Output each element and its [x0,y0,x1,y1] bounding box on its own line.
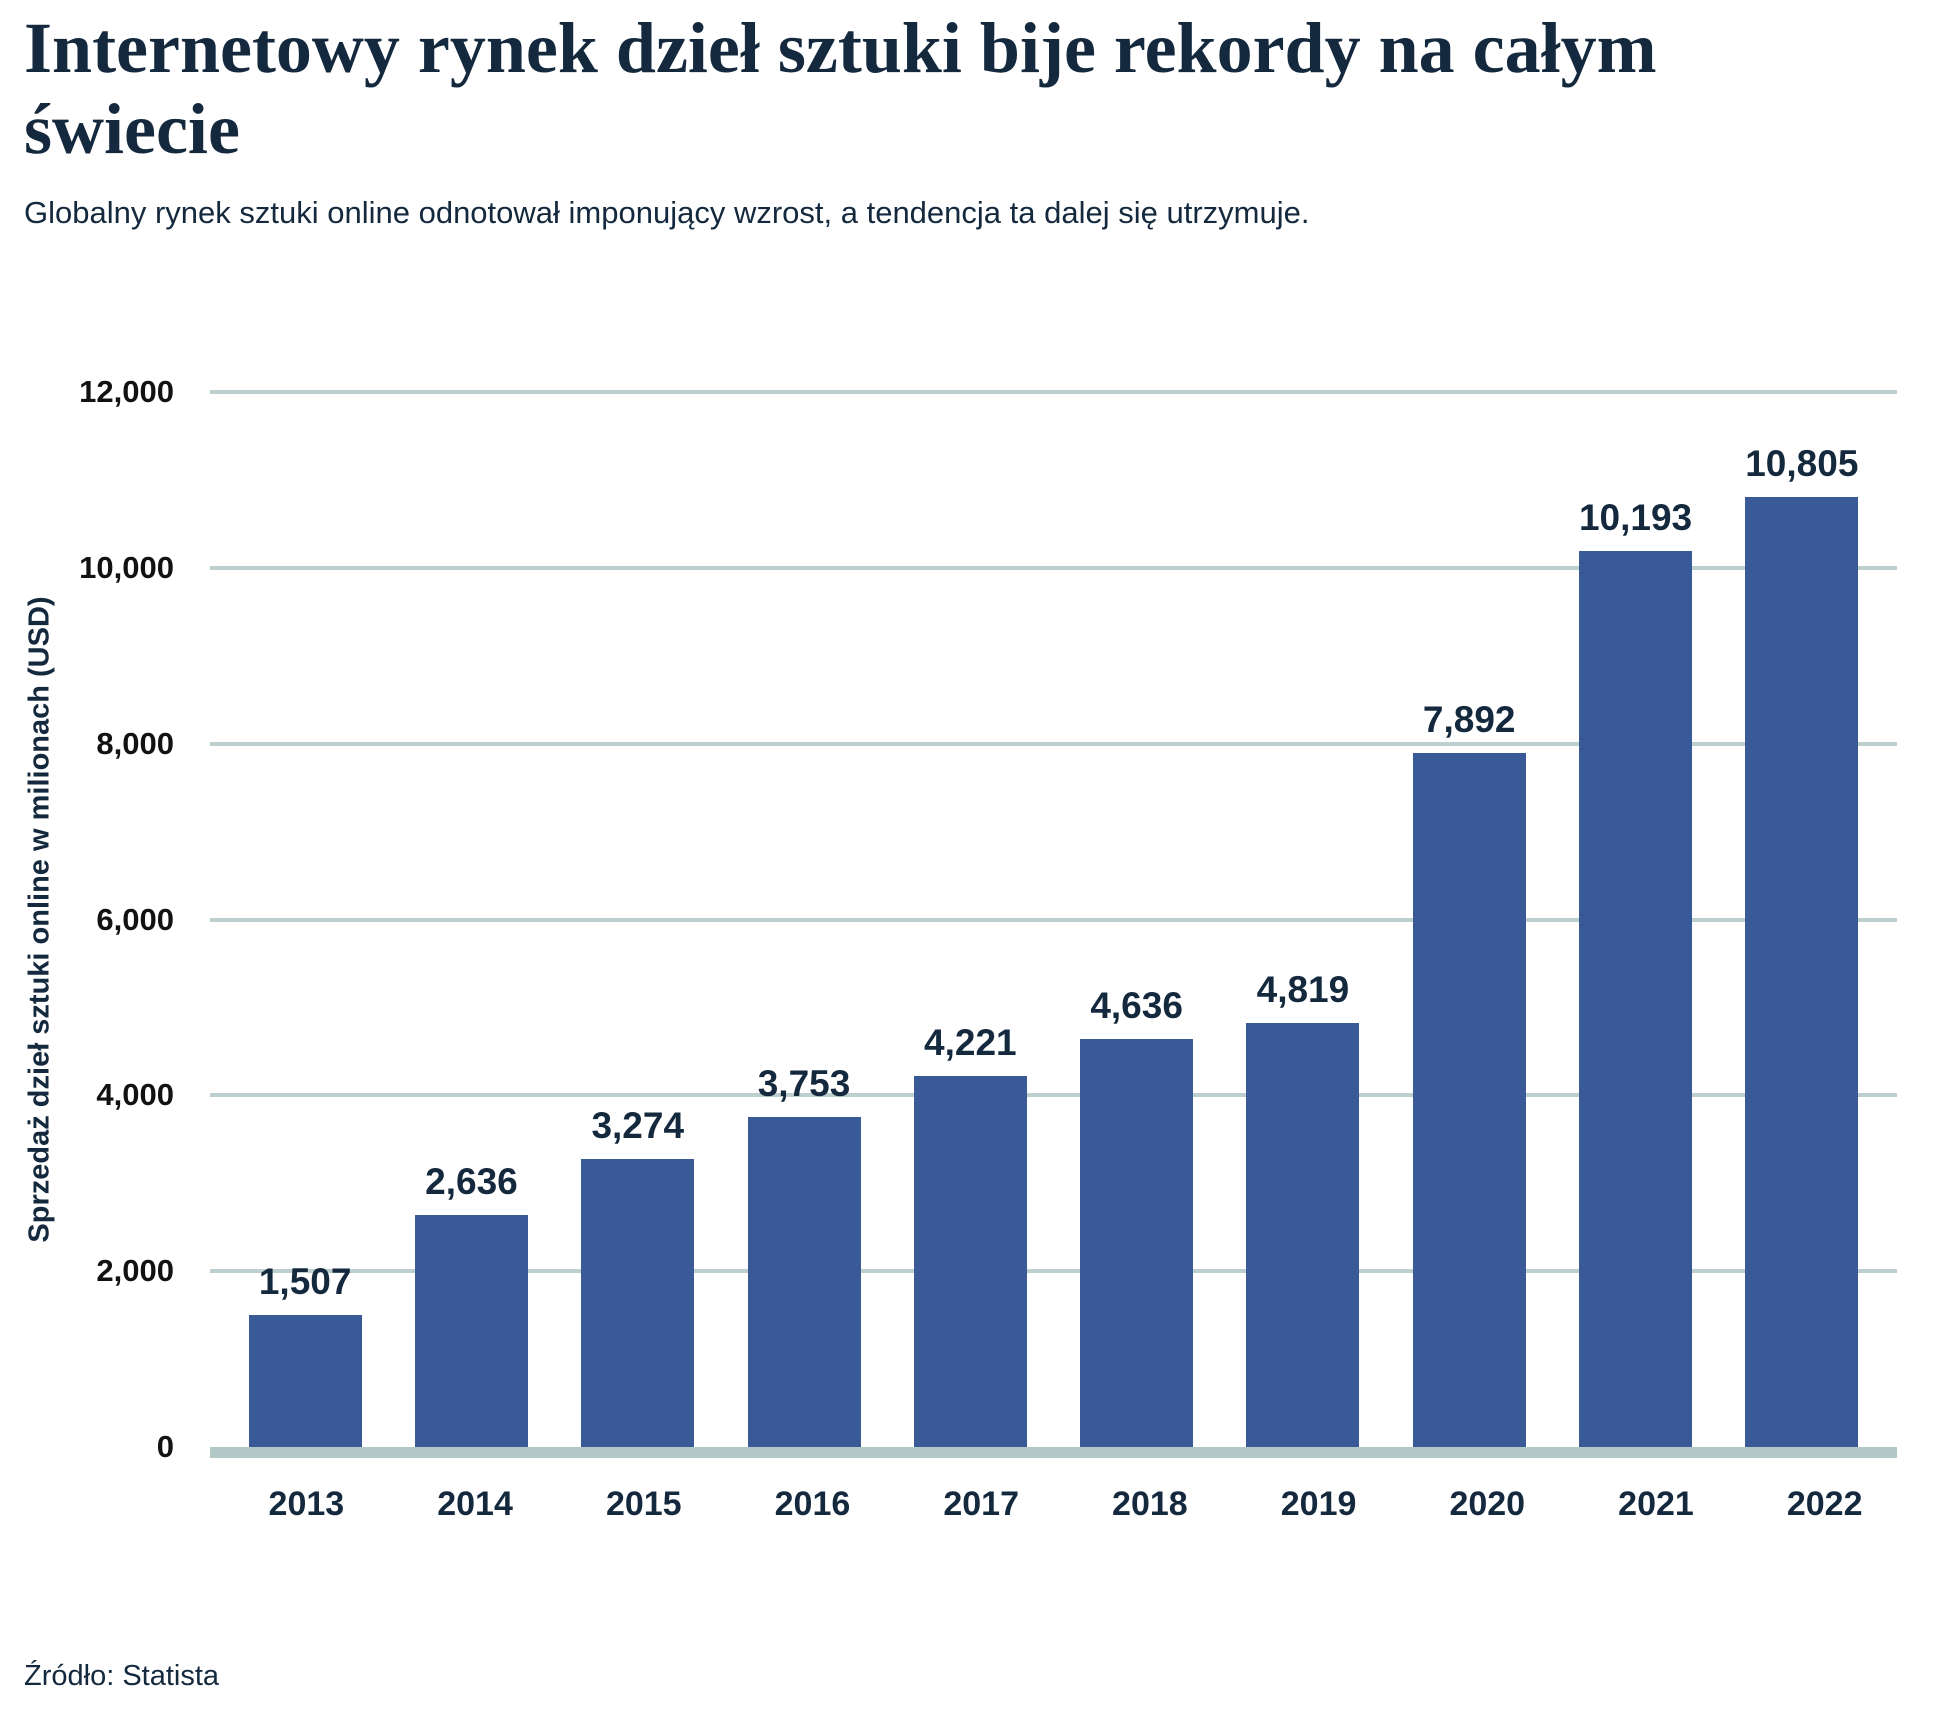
bar-2019 [1246,1023,1360,1447]
x-tick-2015: 2015 [605,1485,682,1523]
bar-2022 [1745,497,1859,1447]
bar-group-2013: 1,507 [222,392,388,1447]
bar-value-label-2014: 2,636 [425,1161,518,1203]
bar-value-label-2021: 10,193 [1578,496,1693,538]
bar-group-2017: 4,221 [887,392,1053,1447]
y-tick-10000: 10,000 [79,549,174,585]
gridline-6000 [210,917,1897,922]
gridline-4000 [210,1093,1897,1098]
x-tick-2016: 2016 [774,1485,851,1523]
plot-area: 0 2,000 4,000 6,000 8,000 10,000 12,000 1,507 2,… [79,374,1897,1464]
bar-group-2019: 4,819 [1220,392,1386,1447]
bar-2020 [1412,753,1526,1447]
bar-2014 [414,1215,528,1447]
x-tick-2021: 2021 [1618,1485,1694,1523]
x-tick-2022: 2022 [1786,1485,1863,1523]
bar-group-2015: 3,274 [555,392,721,1447]
y-tick-6000: 6,000 [96,901,174,937]
bar-2018 [1080,1039,1194,1447]
x-tick-2019: 2019 [1280,1485,1357,1523]
bar-value-label-2015: 3,274 [591,1105,685,1147]
bars-container: 1,507 2,636 3,274 3,753 4,221 4,636 4,819 7,892… [210,392,1897,1447]
x-tick-2017: 2017 [943,1485,1019,1523]
bar-value-label-2020: 7,892 [1422,699,1516,741]
y-axis-title-wrap: Sprzedaż dzieł sztuki online w milionach… [16,392,64,1447]
y-tick-4000: 4,000 [96,1077,174,1113]
y-tick-2000: 2,000 [96,1253,174,1289]
bar-2016 [747,1117,861,1447]
bar-group-2020: 7,892 [1386,392,1552,1447]
x-tick-2020: 2020 [1449,1485,1526,1523]
y-tick-12000: 12,000 [79,374,174,409]
bar-chart: Sprzedaż dzieł sztuki online w milionach… [0,374,1940,1524]
y-tick-8000: 8,000 [96,725,174,761]
bar-group-2022: 10,805 [1719,392,1885,1447]
source-note: Źródło: Statista [24,1660,220,1692]
gridline-10000 [210,565,1897,570]
y-axis-title: Sprzedaż dzieł sztuki online w milionach… [23,596,56,1243]
header: Internetowy rynek dzieł sztuki bije reko… [24,0,1724,234]
bar-2021 [1578,550,1693,1447]
bar-2015 [581,1159,695,1447]
bar-2013 [248,1314,362,1447]
x-axis-line [210,1447,1897,1458]
gridline-8000 [210,741,1897,746]
bar-2017 [913,1075,1027,1447]
page-title: Internetowy rynek dzieł sztuki bije reko… [24,8,1657,169]
bar-value-label-2019: 4,819 [1256,969,1350,1011]
gridline-12000 [210,390,1897,394]
bar-value-label-2016: 3,753 [757,1063,851,1105]
x-tick-2018: 2018 [1112,1485,1188,1523]
bar-group-2016: 3,753 [721,392,887,1447]
bar-group-2018: 4,636 [1053,392,1219,1447]
bar-value-label-2013: 1,507 [258,1260,352,1302]
gridline-2000 [210,1269,1897,1274]
x-axis-labels: 2013 2014 2015 2016 2017 2018 2019 2020 2021 2022 [210,1485,1921,1524]
page-subtitle: Globalny rynek sztuki online odnotował i… [24,195,1310,231]
x-tick-2014: 2014 [437,1485,513,1523]
bar-value-label-2017: 4,221 [924,1021,1017,1063]
y-tick-0: 0 [156,1429,174,1464]
bar-value-label-2022: 10,805 [1745,443,1859,485]
bar-group-2014: 2,636 [388,392,554,1447]
x-tick-2013: 2013 [268,1485,345,1523]
bar-value-label-2018: 4,636 [1090,985,1183,1027]
bar-group-2021: 10,193 [1552,392,1718,1447]
